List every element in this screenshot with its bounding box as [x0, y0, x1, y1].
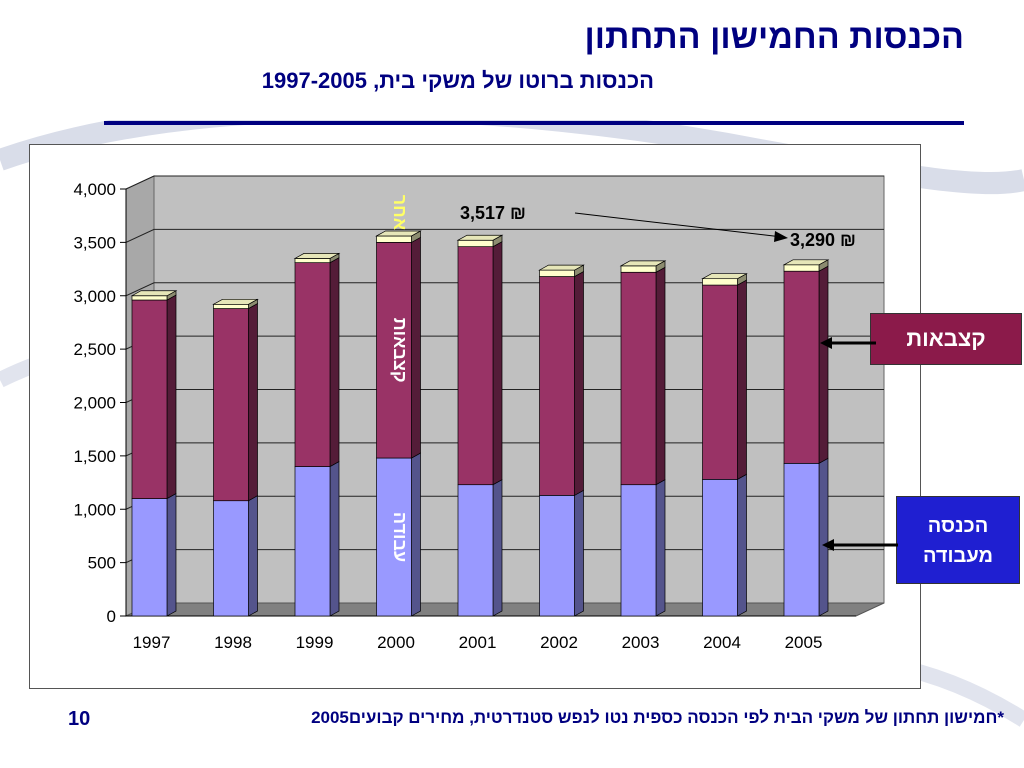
series-label-work: עבודה: [390, 512, 410, 562]
bar-segment: [294, 466, 331, 617]
allowances-callout-label: קצבאות: [906, 326, 986, 351]
x-tick-label: 2001: [459, 633, 497, 652]
work-income-callout-line1: הכנסה: [927, 515, 989, 537]
y-tick-label: 0: [107, 607, 116, 626]
bar-segment: [457, 246, 494, 486]
slide-subtitle: הכנסות ברוטו של משקי בית, 1997-2005: [261, 68, 654, 93]
bar-side: [818, 265, 829, 464]
bar-segment: [783, 462, 820, 617]
bar-side: [166, 294, 177, 500]
allowances-callout-arrow: [820, 337, 876, 349]
chart-frame: 0 500 1,000 1,500 2,000 2,500 3,000 3,500 4,000 1…: [29, 144, 921, 689]
value-annotation: 3,517 ₪: [460, 203, 526, 223]
x-tick-label: 2003: [622, 633, 660, 652]
y-tick-label: 3,000: [73, 287, 116, 306]
bar-segment: [702, 278, 738, 286]
bar-segment: [131, 498, 168, 617]
bar-side: [248, 302, 258, 502]
bar-side: [166, 492, 177, 617]
bar-segment: [294, 262, 331, 467]
bar-top: [538, 264, 585, 271]
bar-segment: [213, 500, 249, 617]
x-tick-label: 2002: [540, 633, 578, 652]
bar-segment: [620, 484, 657, 617]
bar-segment: [131, 299, 168, 499]
annotation-connector: [574, 212, 783, 238]
bar-segment: [702, 479, 738, 617]
bar-side: [574, 270, 584, 496]
bar-side: [248, 495, 258, 617]
stacked-bar-chart: 0 500 1,000 1,500 2,000 2,500 3,000 3,500 4,000 1…: [73, 175, 885, 652]
bar-top: [375, 230, 422, 237]
bar-top: [456, 234, 504, 241]
y-tick-label: 2,000: [73, 394, 116, 413]
bar-side: [655, 266, 666, 486]
bar-top: [782, 259, 830, 266]
bar-side: [411, 452, 421, 617]
bar-segment: [376, 235, 412, 243]
x-tick-label: 1997: [133, 633, 171, 652]
page-number: 10: [68, 708, 91, 730]
bar-segment: [702, 284, 738, 480]
bar-segment: [457, 239, 494, 247]
bar-side: [655, 479, 666, 617]
value-annotation: 3,290 ₪: [790, 230, 856, 250]
bar-segment: [539, 269, 575, 277]
y-tick-label: 500: [88, 554, 116, 573]
y-tick-label: 1,500: [73, 447, 116, 466]
bar-side: [492, 241, 503, 486]
annotation-arrowhead: [774, 231, 788, 242]
series-label-allowances: קצבאות: [390, 318, 410, 383]
x-tick-label: 1998: [214, 633, 252, 652]
bar-segment: [783, 270, 820, 464]
bar-top: [293, 253, 341, 259]
bar-segment: [620, 271, 657, 486]
bar-segment: [457, 484, 494, 617]
bar-segment: [783, 264, 820, 272]
gridline: [125, 228, 884, 243]
x-tick-label: 2005: [785, 633, 823, 652]
bar-side: [574, 489, 584, 617]
x-tick-label: 2004: [703, 633, 741, 652]
bar-side: [737, 473, 747, 617]
y-tick-label: 4,000: [73, 180, 116, 199]
bar-side: [737, 279, 747, 480]
series-label-other: אחר: [390, 195, 410, 230]
work-income-callout: הכנסה מעבודה: [896, 496, 1020, 584]
work-income-callout-arrow: [822, 539, 898, 551]
bar-side: [329, 257, 340, 468]
bar-segment: [620, 265, 657, 273]
bar-segment: [539, 495, 575, 617]
bar-segment: [294, 258, 331, 264]
bar-segment: [131, 295, 168, 301]
bar-side: [411, 236, 421, 459]
x-tick-label: 2000: [377, 633, 415, 652]
work-income-callout-line2: מעבודה: [922, 545, 994, 567]
allowances-callout: קצבאות: [870, 313, 1022, 365]
bar-top: [701, 273, 748, 280]
footnote: *חמישון תחתון של משקי הבית לפי הכנסה כספ…: [311, 708, 1004, 727]
y-tick-label: 2,500: [73, 340, 116, 359]
bar-segment: [213, 308, 249, 502]
bar-side: [329, 460, 340, 617]
y-tick-label: 3,500: [73, 233, 116, 252]
slide-title: הכנסות החמישון התחתון: [584, 18, 964, 56]
bar-segment: [539, 276, 575, 496]
bar-segment: [213, 303, 249, 309]
bar-top: [212, 298, 259, 305]
bar-segment: [376, 242, 412, 459]
bar-side: [492, 479, 503, 617]
bar-top: [130, 290, 178, 297]
title-underline: [104, 121, 964, 125]
bar-segment: [376, 457, 412, 617]
gridline: [125, 175, 884, 190]
y-tick-label: 1,000: [73, 500, 116, 519]
bar-top: [619, 260, 667, 267]
x-tick-label: 1999: [296, 633, 334, 652]
